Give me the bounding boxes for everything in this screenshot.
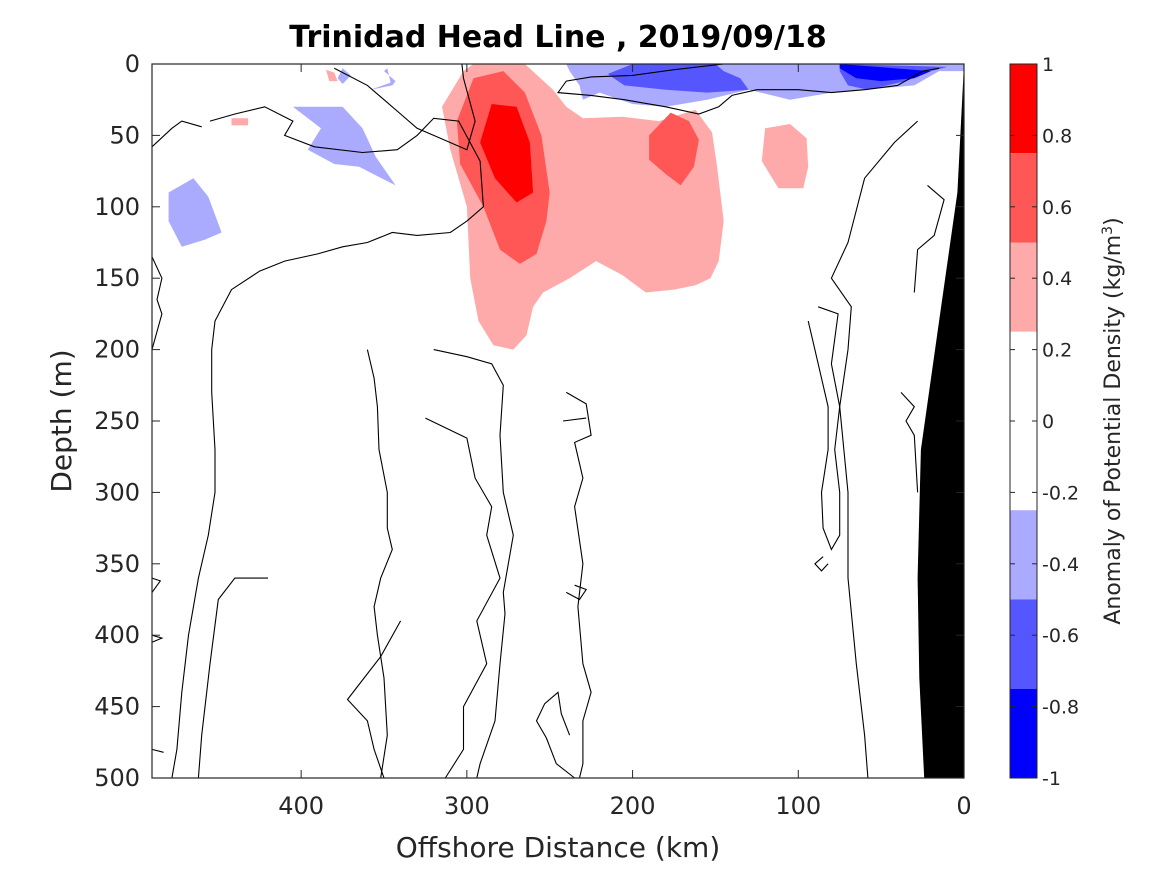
- contour-line-7: [151, 577, 162, 593]
- colorbar-tick-label: 0.6: [1042, 197, 1072, 219]
- colorbar-band-1: [1010, 64, 1037, 154]
- x-axis-label: Offshore Distance (km): [396, 831, 721, 864]
- contour-region-11: [292, 106, 396, 186]
- contour-region-13: [607, 64, 749, 93]
- contour-region-4: [649, 112, 699, 186]
- contour-line-10: [197, 577, 268, 779]
- colorbar-label-end: ): [1101, 217, 1126, 226]
- colorbar-tick-label: 0.2: [1042, 340, 1072, 362]
- y-axis-label: Depth (m): [45, 349, 78, 492]
- y-tick-label: 250: [94, 407, 140, 435]
- x-axis-ticks: 400 300 200 100 0: [278, 64, 972, 820]
- contour-line-17: [535, 691, 575, 779]
- contour-line-5: [556, 63, 940, 115]
- contour-lines: [151, 63, 945, 779]
- contour-line-8: [151, 634, 164, 643]
- colorbar-band-5: [1010, 510, 1037, 600]
- contour-line-6: [151, 256, 163, 350]
- contour-line-3: [171, 220, 468, 779]
- colorbar-band-6: [1010, 599, 1037, 689]
- colorbar-band-2: [1010, 153, 1037, 243]
- colorbar-tick-label: -0.8: [1042, 697, 1079, 719]
- filled-contours: [168, 64, 964, 350]
- contour-line-20: [814, 556, 829, 572]
- colorbar-band-7: [1010, 688, 1037, 778]
- bathymetry: [917, 64, 964, 778]
- contour-line-19: [807, 306, 841, 551]
- colorbar-tick-label: 0.8: [1042, 125, 1072, 147]
- y-tick-label: 500: [94, 764, 140, 792]
- x-tick-label: 200: [610, 792, 656, 820]
- contour-line-15: [566, 391, 592, 779]
- contour-line-1: [151, 120, 202, 148]
- contour-line-13: [366, 349, 393, 779]
- y-axis-ticks: 0 50 100 150 200 250 300 350 400 450 500: [94, 50, 964, 792]
- colorbar-tick-label: 1: [1042, 54, 1054, 76]
- y-tick-label: 0: [125, 50, 140, 78]
- contour-region-5: [761, 124, 809, 189]
- colorbar-ticks: 1 0.8 0.6 0.4 0.2 0 -0.2 -0.4 -0.6 -0.8 -1: [1010, 54, 1079, 790]
- contour-region-10: [168, 178, 222, 247]
- contour-line-9: [151, 748, 164, 753]
- y-tick-label: 200: [94, 336, 140, 364]
- colorbar-tick-label: -1: [1042, 768, 1061, 790]
- colorbar-label-superscript: 3: [1100, 226, 1116, 235]
- contour-line-23: [900, 392, 919, 493]
- colorbar-tick-label: -0.2: [1042, 482, 1079, 504]
- contour-region-15: [839, 64, 931, 82]
- colorbar-label: Anomaly of Potential Density (kg/m3): [1100, 217, 1126, 624]
- contour-line-18: [562, 417, 587, 422]
- contour-line-22: [913, 184, 945, 293]
- x-tick-label: 300: [444, 792, 490, 820]
- y-tick-label: 400: [94, 621, 140, 649]
- y-tick-label: 300: [94, 478, 140, 506]
- seafloor-bathymetry: [917, 64, 964, 778]
- contour-line-4: [334, 63, 476, 151]
- contour-region-3: [480, 104, 534, 203]
- chart-title: Trinidad Head Line , 2019/09/18: [289, 20, 826, 55]
- x-tick-label: 100: [775, 792, 821, 820]
- y-tick-label: 50: [109, 121, 140, 149]
- contour-line-11: [433, 349, 514, 779]
- y-tick-label: 100: [94, 193, 140, 221]
- plot-area: 400 300 200 100 0 0 50 100 150 200 250 300 350 400 45…: [94, 50, 971, 820]
- colorbar-tick-label: -0.4: [1042, 554, 1079, 576]
- x-tick-label: 0: [956, 792, 971, 820]
- colorbar-label-main: Anomaly of Potential Density (kg/m: [1101, 235, 1126, 625]
- y-tick-label: 350: [94, 550, 140, 578]
- colorbar-tick-label: -0.6: [1042, 625, 1079, 647]
- contour-line-2: [209, 106, 484, 222]
- colorbar-band-3: [1010, 242, 1037, 332]
- colorbar-tick-label: 0: [1042, 411, 1054, 433]
- colorbar-tick-label: 0.4: [1042, 268, 1072, 290]
- colorbar: 1 0.8 0.6 0.4 0.2 0 -0.2 -0.4 -0.6 -0.8 -1 Anomaly…: [1009, 54, 1126, 790]
- contour-line-21: [830, 120, 918, 779]
- contour-line-16: [566, 584, 588, 601]
- y-tick-label: 450: [94, 693, 140, 721]
- contour-line-14: [346, 620, 402, 779]
- colorbar-bands: [1010, 64, 1037, 778]
- y-tick-label: 150: [94, 264, 140, 292]
- x-tick-label: 400: [278, 792, 324, 820]
- contour-region-7: [231, 118, 249, 126]
- contour-line-12: [425, 417, 501, 779]
- contour-region-6: [326, 69, 338, 82]
- contour-region-8: [370, 68, 396, 90]
